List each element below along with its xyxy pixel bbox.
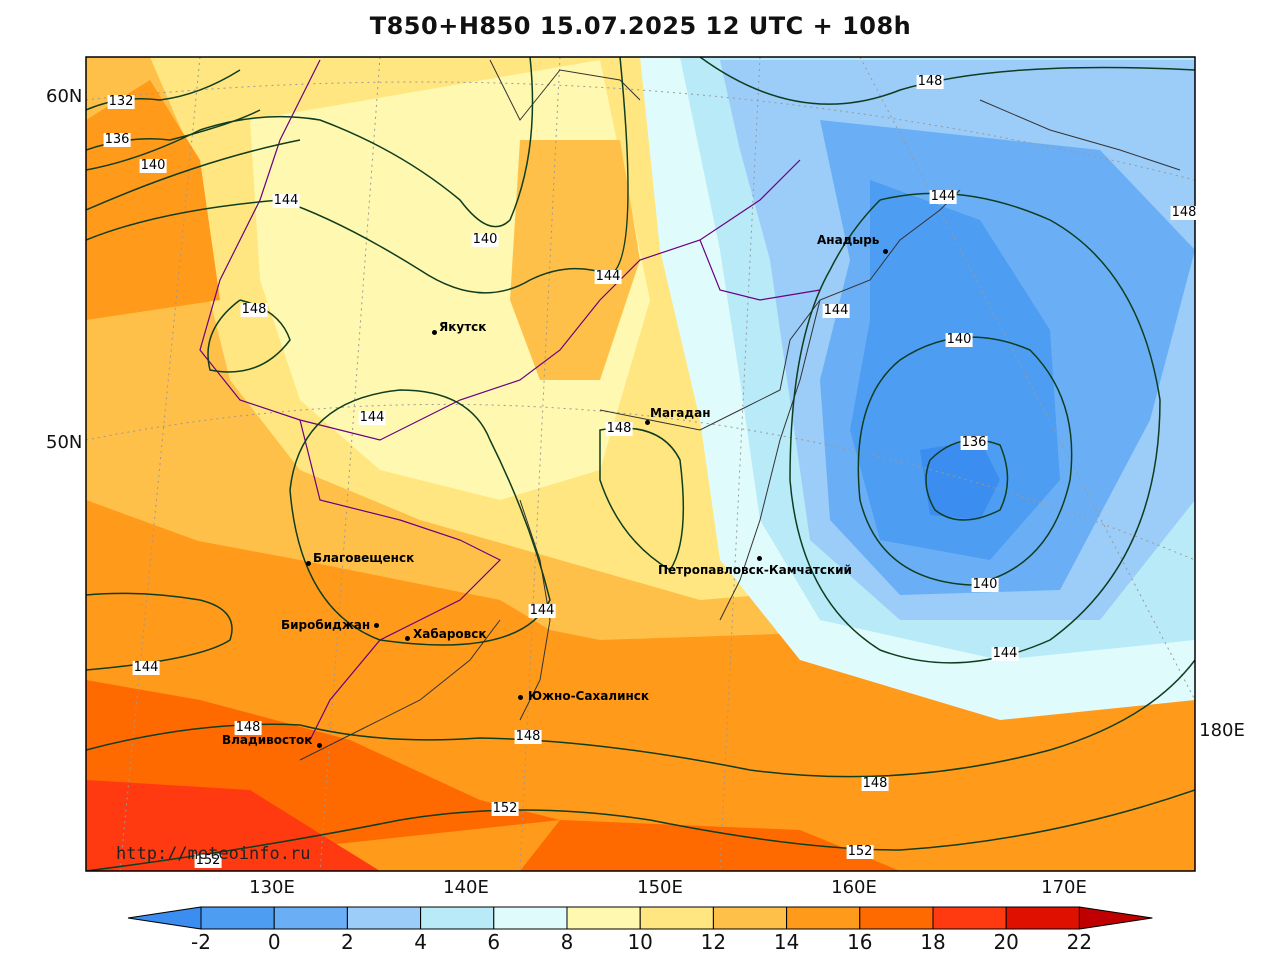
admin-borders (199, 59, 821, 741)
lat-label-60n: 60N (46, 86, 83, 107)
colorbar-swatch (346, 906, 422, 930)
city-marker (883, 249, 888, 254)
city-label-anadyr: Анадырь (817, 233, 880, 247)
isoline-label: 152 (194, 853, 222, 868)
lon-label-160e: 160E (831, 877, 877, 898)
colorbar-swatch (786, 906, 861, 930)
isoline-label: 148 (240, 302, 268, 317)
isoline-label: 152 (846, 844, 874, 859)
isoline-label: 140 (471, 232, 499, 247)
colorbar-tick-label: 14 (773, 930, 800, 954)
city-label-petropavlovsk: Петропавловск-Камчатский (658, 563, 852, 577)
lon-label-150e: 150E (637, 877, 683, 898)
colorbar-swatch (639, 906, 714, 930)
map-title: T850+H850 15.07.2025 12 UTC + 108h (369, 12, 912, 40)
isoline-label: 148 (234, 720, 262, 735)
city-marker (374, 623, 379, 628)
coastlines (299, 59, 1181, 761)
lon-label-170e: 170E (1041, 877, 1087, 898)
city-label-birobidzhan: Биробиджан (281, 618, 371, 632)
city-marker (317, 743, 322, 748)
isoline-label: 140 (139, 158, 167, 173)
colorbar-extend-low (127, 906, 202, 930)
colorbar (127, 906, 1153, 930)
city-marker (645, 420, 650, 425)
city-marker (306, 561, 311, 566)
isoline-label: 144 (272, 193, 300, 208)
city-label-khabarovsk: Хабаровск (413, 627, 487, 641)
colorbar-tick-label: -2 (191, 930, 211, 954)
lat-label-50n: 50N (46, 432, 83, 453)
isoline-label: 144 (132, 660, 160, 675)
isoline-label: 152 (491, 801, 519, 816)
isoline-label: 148 (861, 776, 889, 791)
isoline-label: 148 (514, 729, 542, 744)
colorbar-swatch (200, 906, 275, 930)
colorbar-tick-label: 12 (700, 930, 727, 954)
isoline-label: 132 (107, 94, 135, 109)
city-label-yuzhno-sakhalinsk: Южно-Сахалинск (528, 689, 650, 703)
watermark-url: http://meteoinfo.ru (116, 844, 311, 864)
colorbar-tick-label: 20 (993, 930, 1019, 954)
isoline-label: 136 (103, 132, 131, 147)
city-label-magadan: Магадан (650, 406, 711, 420)
isoline-label: 144 (822, 303, 850, 318)
city-marker (518, 695, 523, 700)
isoline-label: 144 (929, 189, 957, 204)
city-label-yakutsk: Якутск (439, 320, 487, 334)
isoline-label: 140 (971, 577, 999, 592)
colorbar-swatch (493, 906, 568, 930)
colorbar-swatch (566, 906, 641, 930)
map-frame (85, 56, 1196, 872)
city-marker (432, 330, 437, 335)
temperature-field (86, 57, 1195, 871)
colorbar-swatch (932, 906, 1007, 930)
lon-label-180e: 180E (1199, 720, 1245, 741)
colorbar-tick-label: 8 (560, 930, 574, 954)
colorbar-swatch (420, 906, 495, 930)
lon-label-140e: 140E (443, 877, 489, 898)
isoline-label: 140 (945, 332, 973, 347)
colorbar-tick-label: 2 (341, 930, 354, 954)
isoline-label: 148 (605, 421, 633, 436)
city-marker (757, 556, 762, 561)
isoline-label: 148 (1170, 205, 1198, 220)
colorbar-tick-label: 6 (487, 930, 501, 954)
city-marker (405, 636, 410, 641)
colorbar-tick-label: 16 (847, 930, 873, 954)
colorbar-tick-label: 10 (627, 930, 653, 954)
geopotential-isolines (86, 57, 1195, 871)
city-label-blagoveshchensk: Благовещенск (313, 551, 415, 565)
colorbar-swatch (1005, 906, 1080, 930)
colorbar-tick-label: 22 (1066, 930, 1093, 954)
isoline-label: 144 (594, 269, 622, 284)
isoline-label: 144 (991, 646, 1019, 661)
colorbar-swatch (859, 906, 934, 930)
colorbar-swatch (273, 906, 348, 930)
isoline-label: 148 (916, 74, 944, 89)
lon-label-130e: 130E (249, 877, 295, 898)
isoline-label: 144 (528, 603, 556, 618)
isoline-label: 136 (960, 435, 988, 450)
colorbar-tick-label: 4 (414, 930, 427, 954)
colorbar-tick-label: 18 (920, 930, 946, 954)
colorbar-tick-label: 0 (267, 930, 281, 954)
colorbar-swatch (712, 906, 788, 930)
city-label-vladivostok: Владивосток (222, 733, 313, 747)
isoline-label: 144 (358, 410, 386, 425)
colorbar-extend-high (1078, 906, 1153, 930)
